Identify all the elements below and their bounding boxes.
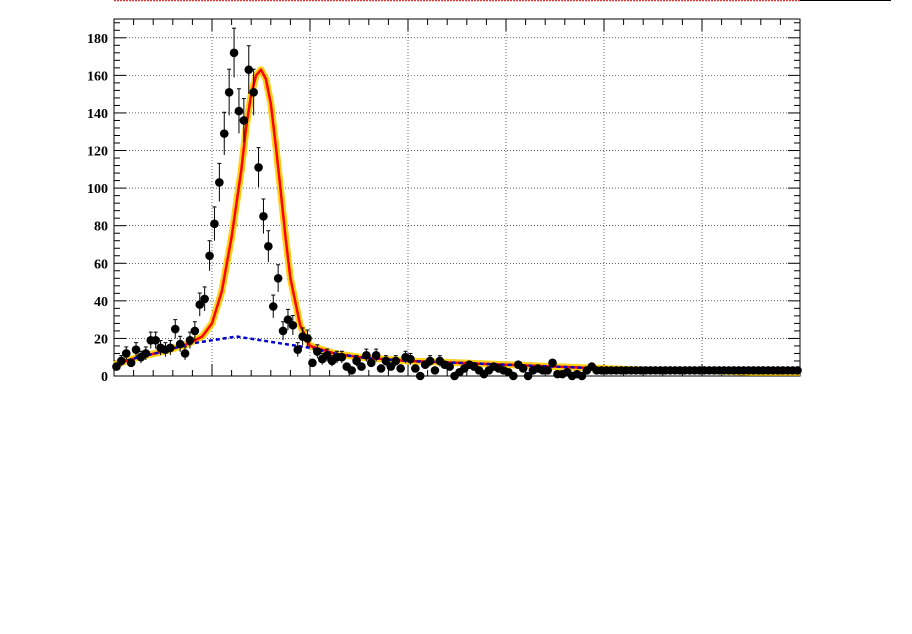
data-point xyxy=(190,326,200,336)
data-point xyxy=(386,362,396,371)
data-point xyxy=(337,352,347,362)
y-tick-label: 0 xyxy=(101,370,108,385)
data-point xyxy=(117,356,126,366)
data-point xyxy=(249,87,258,97)
y-axis: 0 20 40 60 80 100 120 140 160 180 xyxy=(87,22,800,385)
y-tick-label: 140 xyxy=(87,107,108,122)
data-point xyxy=(185,336,195,345)
data-point xyxy=(288,320,298,330)
y-tick-label: 60 xyxy=(94,257,108,272)
data-point xyxy=(126,358,136,368)
data-point xyxy=(254,163,263,172)
data-point xyxy=(518,364,528,373)
data-point xyxy=(303,334,312,343)
data-point xyxy=(278,326,288,336)
data-point xyxy=(313,347,322,356)
data-point xyxy=(425,356,435,366)
data-point xyxy=(381,356,391,366)
data-point xyxy=(259,211,268,221)
data-point xyxy=(347,366,356,375)
data-point xyxy=(406,354,415,364)
data-point xyxy=(376,364,386,373)
plot-frame xyxy=(113,18,801,377)
data-point xyxy=(175,339,185,349)
data-point xyxy=(170,324,180,334)
data-point xyxy=(121,349,131,358)
data-point xyxy=(415,371,425,381)
data-point xyxy=(543,366,552,375)
data-point xyxy=(391,356,401,366)
data-point xyxy=(411,364,420,373)
data-point xyxy=(224,87,234,97)
data-point xyxy=(264,242,273,251)
data-point xyxy=(166,343,175,353)
data-point xyxy=(195,300,205,309)
y-tick-label: 180 xyxy=(87,32,108,47)
data-point xyxy=(322,351,332,360)
data-point xyxy=(239,116,249,125)
y-tick-label: 20 xyxy=(94,332,108,347)
data-point xyxy=(205,251,214,261)
data-point xyxy=(548,358,557,368)
data-point xyxy=(180,349,190,358)
data-point xyxy=(234,106,244,116)
data-point xyxy=(396,364,405,373)
data-point xyxy=(244,65,254,75)
data-point xyxy=(268,302,278,311)
data-point xyxy=(577,371,587,381)
data-point xyxy=(352,356,361,366)
data-point xyxy=(366,358,376,368)
y-tick-label: 40 xyxy=(94,295,108,310)
data-point xyxy=(112,362,121,371)
data-point xyxy=(283,315,293,324)
data-point xyxy=(430,366,440,375)
data-point xyxy=(371,351,381,360)
data-point xyxy=(141,349,151,358)
data-point xyxy=(131,345,141,354)
data-point xyxy=(200,294,209,304)
y-tick-label: 100 xyxy=(87,182,108,197)
grid-lines xyxy=(114,19,800,376)
data-point xyxy=(219,129,229,138)
data-point xyxy=(523,371,533,381)
data-point xyxy=(215,178,224,187)
y-tick-label: 80 xyxy=(94,220,108,235)
data-point xyxy=(308,358,317,368)
data-point xyxy=(151,336,160,345)
data-point xyxy=(793,366,802,375)
data-point xyxy=(273,273,283,283)
data-point xyxy=(362,351,371,360)
y-tick-label: 160 xyxy=(87,69,108,84)
data-point xyxy=(445,362,454,371)
data-point xyxy=(293,345,303,354)
data-point xyxy=(357,362,366,371)
data-points xyxy=(112,27,802,381)
data-point xyxy=(509,371,518,381)
data-point xyxy=(229,48,239,58)
y-tick-label: 120 xyxy=(87,145,108,160)
data-point xyxy=(210,219,219,229)
